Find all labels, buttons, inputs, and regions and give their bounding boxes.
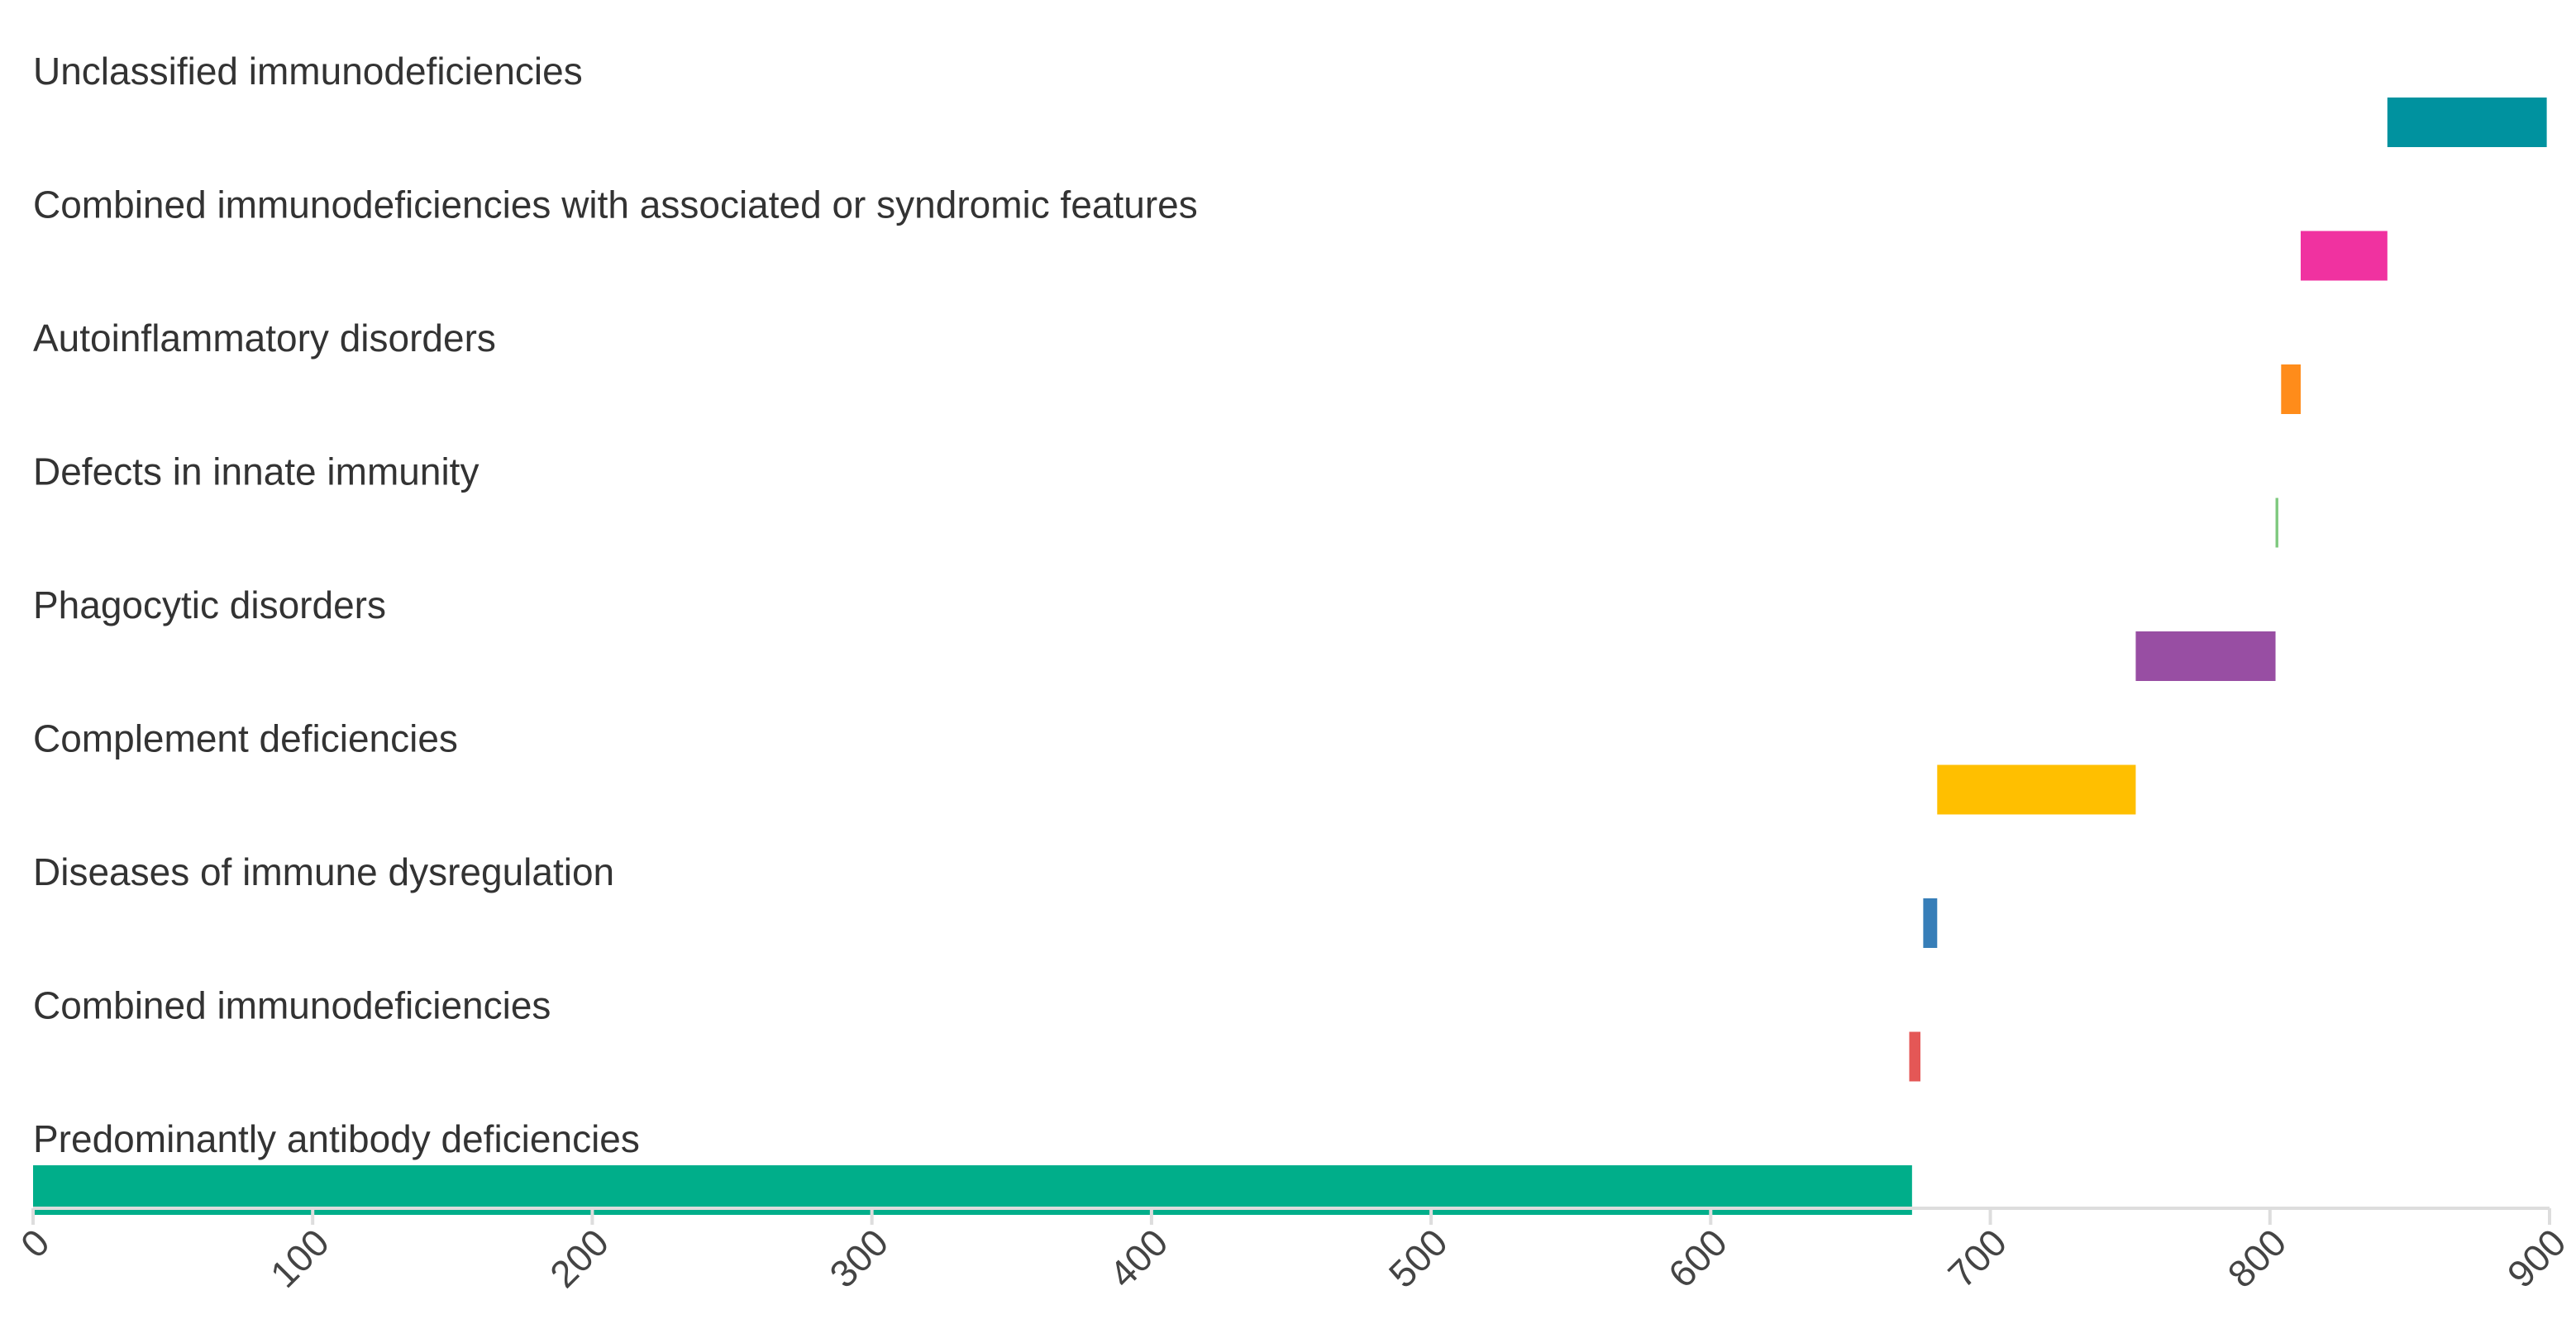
category-label: Predominantly antibody deficiencies: [33, 1117, 640, 1160]
x-tick-label: 300: [821, 1221, 896, 1296]
x-tick-label: 800: [2219, 1221, 2294, 1296]
x-tick-label: 0: [12, 1221, 58, 1266]
x-axis: 0 100 200 300 400 500 600 700 800 900: [12, 1207, 2574, 1296]
bar[interactable]: [2275, 498, 2278, 548]
x-tick-label: 600: [1660, 1221, 1735, 1296]
category-labels: Unclassified immunodeficiencies Combined …: [33, 50, 1198, 1160]
category-label: Combined immunodeficiencies: [33, 984, 551, 1027]
bar[interactable]: [1909, 1031, 1920, 1082]
bar[interactable]: [1923, 898, 1938, 948]
x-tick-label: 900: [2499, 1221, 2574, 1296]
x-tick-label: 700: [1939, 1221, 2015, 1296]
category-label: Phagocytic disorders: [33, 583, 386, 626]
category-label: Autoinflammatory disorders: [33, 317, 496, 359]
x-tick-label: 500: [1381, 1221, 1456, 1296]
category-label: Combined immunodeficiencies with associa…: [33, 183, 1198, 226]
bar[interactable]: [2300, 231, 2388, 281]
category-label: Diseases of immune dysregulation: [33, 850, 614, 893]
x-tick-label: 100: [262, 1221, 337, 1296]
category-label: Unclassified immunodeficiencies: [33, 50, 583, 93]
bar[interactable]: [2135, 631, 2276, 681]
x-tick-label: 400: [1101, 1221, 1176, 1296]
category-label: Defects in innate immunity: [33, 450, 479, 493]
category-label: Complement deficiencies: [33, 717, 458, 760]
bar[interactable]: [2387, 98, 2547, 147]
bar[interactable]: [2281, 364, 2301, 414]
x-tick-label: 200: [541, 1221, 617, 1296]
bars: [33, 98, 2547, 1215]
bar[interactable]: [1937, 764, 2136, 815]
